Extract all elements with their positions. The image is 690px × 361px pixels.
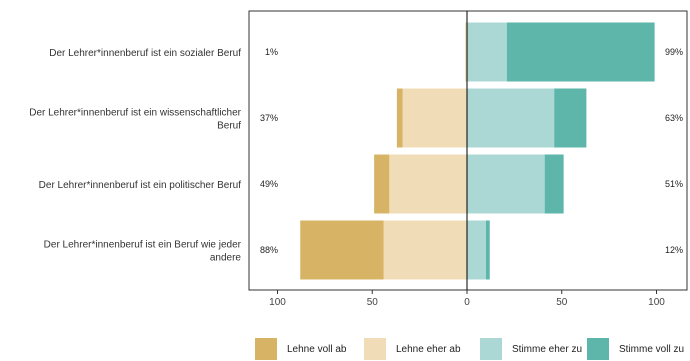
legend-swatch bbox=[587, 338, 609, 360]
bar-segment bbox=[485, 220, 490, 280]
category-label: Der Lehrer*innenberuf ist ein wissenscha… bbox=[29, 108, 241, 119]
bar-segment bbox=[300, 220, 384, 280]
right-total-label: 51% bbox=[665, 179, 683, 189]
category-labels: Der Lehrer*innenberuf ist ein sozialer B… bbox=[29, 48, 241, 264]
left-total-label: 49% bbox=[260, 179, 278, 189]
legend-item-lehne-voll-ab: Lehne voll ab bbox=[255, 338, 347, 360]
x-tick-label: 100 bbox=[269, 297, 286, 308]
legend-swatch bbox=[480, 338, 502, 360]
bar-segment bbox=[506, 22, 655, 82]
left-total-label: 37% bbox=[260, 113, 278, 123]
bar-segment bbox=[467, 22, 507, 82]
category-label: Der Lehrer*innenberuf ist ein sozialer B… bbox=[49, 48, 241, 59]
bar-segment bbox=[402, 88, 467, 148]
bar-segment bbox=[467, 154, 545, 214]
x-tick-label: 50 bbox=[367, 297, 379, 308]
category-label: andere bbox=[210, 253, 242, 264]
bar-segment bbox=[389, 154, 467, 214]
legend-swatch bbox=[364, 338, 386, 360]
left-total-label: 1% bbox=[265, 47, 278, 57]
bar-segment bbox=[383, 220, 467, 280]
legend-swatch bbox=[255, 338, 277, 360]
x-tick-label: 100 bbox=[648, 297, 665, 308]
bar-segment bbox=[544, 154, 564, 214]
right-total-label: 63% bbox=[665, 113, 683, 123]
right-total-label: 12% bbox=[665, 245, 683, 255]
left-percentage-labels: 1% 37% 49% 88% bbox=[260, 47, 278, 255]
legend: Lehne voll ab Lehne eher ab Stimme eher … bbox=[255, 338, 690, 360]
category-label: Beruf bbox=[217, 121, 241, 132]
x-axis: 100 50 0 50 100 bbox=[269, 290, 665, 308]
legend-item-stimme-voll-zu: Stimme voll zu bbox=[587, 338, 684, 360]
legend-label: Lehne voll ab bbox=[287, 343, 347, 355]
bar-segment bbox=[554, 88, 587, 148]
bar-segment bbox=[465, 22, 467, 82]
bar-segment bbox=[467, 220, 486, 280]
bar-segment bbox=[396, 88, 403, 148]
left-total-label: 88% bbox=[260, 245, 278, 255]
x-tick-label: 0 bbox=[464, 297, 470, 308]
legend-label: Stimme eher zu bbox=[512, 343, 583, 355]
bar-segment bbox=[374, 154, 390, 214]
right-total-label: 99% bbox=[665, 47, 683, 57]
legend-item-stimme-eher-zu: Stimme eher zu bbox=[480, 338, 582, 360]
bar-segment bbox=[467, 88, 555, 148]
legend-label: Lehne eher ab bbox=[396, 343, 461, 355]
bar-group bbox=[300, 22, 655, 280]
category-label: Der Lehrer*innenberuf ist ein Beruf wie … bbox=[44, 240, 242, 251]
right-percentage-labels: 99% 63% 51% 12% bbox=[665, 47, 683, 255]
legend-label: Stimme voll zu bbox=[619, 343, 685, 355]
x-tick-label: 50 bbox=[556, 297, 568, 308]
legend-item-lehne-eher-ab: Lehne eher ab bbox=[364, 338, 461, 360]
category-label: Der Lehrer*innenberuf ist ein politische… bbox=[39, 180, 242, 191]
